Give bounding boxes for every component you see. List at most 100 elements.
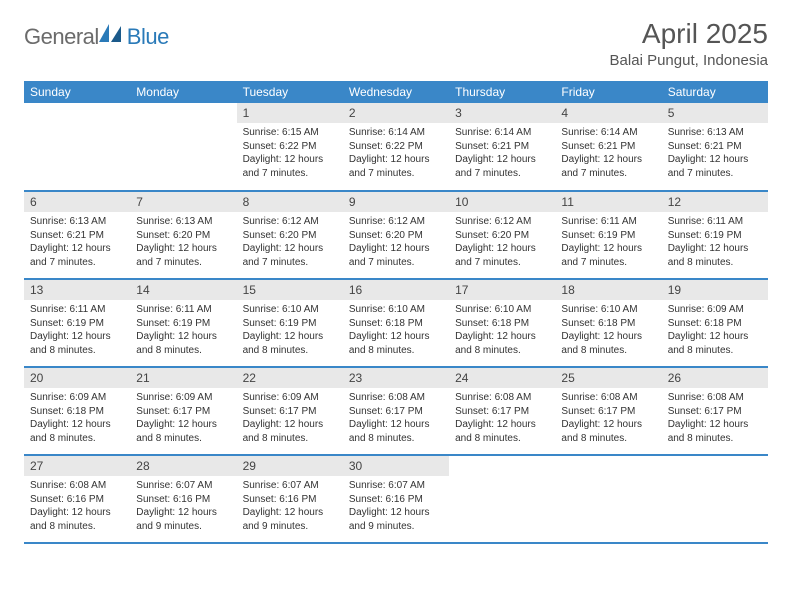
day-number: 17 [449,280,555,300]
day-number: 27 [24,456,130,476]
day-number: 7 [130,192,236,212]
brand-text-2-wrap: Blue [127,24,169,50]
day-details: Sunrise: 6:13 AMSunset: 6:21 PMDaylight:… [24,212,130,275]
day-number: 18 [555,280,661,300]
day-number: 26 [662,368,768,388]
calendar-day-cell: .. [555,455,661,543]
calendar-table: SundayMondayTuesdayWednesdayThursdayFrid… [24,81,768,544]
day-details: Sunrise: 6:14 AMSunset: 6:21 PMDaylight:… [449,123,555,186]
day-number: 9 [343,192,449,212]
calendar-day-cell: 10Sunrise: 6:12 AMSunset: 6:20 PMDayligh… [449,191,555,279]
calendar-day-cell: 28Sunrise: 6:07 AMSunset: 6:16 PMDayligh… [130,455,236,543]
day-number: 10 [449,192,555,212]
calendar-week-row: 20Sunrise: 6:09 AMSunset: 6:18 PMDayligh… [24,367,768,455]
weekday-header: Sunday [24,81,130,103]
calendar-day-cell: .. [449,455,555,543]
calendar-day-cell: 7Sunrise: 6:13 AMSunset: 6:20 PMDaylight… [130,191,236,279]
calendar-day-cell: 1Sunrise: 6:15 AMSunset: 6:22 PMDaylight… [237,103,343,191]
day-number: 24 [449,368,555,388]
calendar-week-row: 27Sunrise: 6:08 AMSunset: 6:16 PMDayligh… [24,455,768,543]
day-details: Sunrise: 6:10 AMSunset: 6:18 PMDaylight:… [449,300,555,363]
day-details: Sunrise: 6:07 AMSunset: 6:16 PMDaylight:… [130,476,236,539]
weekday-header-row: SundayMondayTuesdayWednesdayThursdayFrid… [24,81,768,103]
weekday-header: Wednesday [343,81,449,103]
day-details: Sunrise: 6:12 AMSunset: 6:20 PMDaylight:… [237,212,343,275]
day-details: Sunrise: 6:14 AMSunset: 6:21 PMDaylight:… [555,123,661,186]
day-details: Sunrise: 6:13 AMSunset: 6:20 PMDaylight:… [130,212,236,275]
day-details: Sunrise: 6:11 AMSunset: 6:19 PMDaylight:… [555,212,661,275]
day-details: Sunrise: 6:08 AMSunset: 6:17 PMDaylight:… [343,388,449,451]
brand-logo: General Blue [24,18,169,50]
location: Balai Pungut, Indonesia [610,52,768,69]
day-number: 15 [237,280,343,300]
calendar-body: ....1Sunrise: 6:15 AMSunset: 6:22 PMDayl… [24,103,768,543]
calendar-day-cell: 14Sunrise: 6:11 AMSunset: 6:19 PMDayligh… [130,279,236,367]
header: General Blue April 2025 Balai Pungut, In… [24,18,768,69]
calendar-day-cell: 12Sunrise: 6:11 AMSunset: 6:19 PMDayligh… [662,191,768,279]
day-details: Sunrise: 6:10 AMSunset: 6:18 PMDaylight:… [343,300,449,363]
day-details: Sunrise: 6:08 AMSunset: 6:16 PMDaylight:… [24,476,130,539]
weekday-header: Friday [555,81,661,103]
weekday-header: Saturday [662,81,768,103]
day-number: 2 [343,103,449,123]
day-number: 14 [130,280,236,300]
calendar-day-cell: 23Sunrise: 6:08 AMSunset: 6:17 PMDayligh… [343,367,449,455]
calendar-day-cell: 16Sunrise: 6:10 AMSunset: 6:18 PMDayligh… [343,279,449,367]
calendar-week-row: 13Sunrise: 6:11 AMSunset: 6:19 PMDayligh… [24,279,768,367]
day-number: 11 [555,192,661,212]
day-details: Sunrise: 6:08 AMSunset: 6:17 PMDaylight:… [662,388,768,451]
day-details: Sunrise: 6:07 AMSunset: 6:16 PMDaylight:… [343,476,449,539]
sail-icon [99,24,125,42]
day-details: Sunrise: 6:13 AMSunset: 6:21 PMDaylight:… [662,123,768,186]
day-number: 16 [343,280,449,300]
calendar-day-cell: 3Sunrise: 6:14 AMSunset: 6:21 PMDaylight… [449,103,555,191]
calendar-day-cell: .. [662,455,768,543]
day-details: Sunrise: 6:09 AMSunset: 6:17 PMDaylight:… [237,388,343,451]
day-details: Sunrise: 6:09 AMSunset: 6:18 PMDaylight:… [662,300,768,363]
day-details: Sunrise: 6:12 AMSunset: 6:20 PMDaylight:… [449,212,555,275]
calendar-day-cell: 20Sunrise: 6:09 AMSunset: 6:18 PMDayligh… [24,367,130,455]
day-number: 21 [130,368,236,388]
weekday-header: Thursday [449,81,555,103]
brand-text-2: Blue [127,24,169,49]
day-details: Sunrise: 6:12 AMSunset: 6:20 PMDaylight:… [343,212,449,275]
calendar-day-cell: 4Sunrise: 6:14 AMSunset: 6:21 PMDaylight… [555,103,661,191]
day-number: 3 [449,103,555,123]
day-number: 13 [24,280,130,300]
calendar-day-cell: 19Sunrise: 6:09 AMSunset: 6:18 PMDayligh… [662,279,768,367]
day-number: 8 [237,192,343,212]
calendar-day-cell: 11Sunrise: 6:11 AMSunset: 6:19 PMDayligh… [555,191,661,279]
day-details: Sunrise: 6:09 AMSunset: 6:18 PMDaylight:… [24,388,130,451]
calendar-day-cell: 22Sunrise: 6:09 AMSunset: 6:17 PMDayligh… [237,367,343,455]
day-number: 4 [555,103,661,123]
calendar-day-cell: 24Sunrise: 6:08 AMSunset: 6:17 PMDayligh… [449,367,555,455]
calendar-day-cell: .. [130,103,236,191]
calendar-week-row: 6Sunrise: 6:13 AMSunset: 6:21 PMDaylight… [24,191,768,279]
day-number: 29 [237,456,343,476]
calendar-day-cell: .. [24,103,130,191]
calendar-day-cell: 21Sunrise: 6:09 AMSunset: 6:17 PMDayligh… [130,367,236,455]
day-details: Sunrise: 6:14 AMSunset: 6:22 PMDaylight:… [343,123,449,186]
calendar-day-cell: 2Sunrise: 6:14 AMSunset: 6:22 PMDaylight… [343,103,449,191]
calendar-day-cell: 5Sunrise: 6:13 AMSunset: 6:21 PMDaylight… [662,103,768,191]
day-number: 20 [24,368,130,388]
day-number: 23 [343,368,449,388]
day-details: Sunrise: 6:08 AMSunset: 6:17 PMDaylight:… [449,388,555,451]
day-number: 19 [662,280,768,300]
day-number: 22 [237,368,343,388]
weekday-header: Monday [130,81,236,103]
calendar-day-cell: 30Sunrise: 6:07 AMSunset: 6:16 PMDayligh… [343,455,449,543]
day-details: Sunrise: 6:11 AMSunset: 6:19 PMDaylight:… [24,300,130,363]
calendar-day-cell: 25Sunrise: 6:08 AMSunset: 6:17 PMDayligh… [555,367,661,455]
day-number: 25 [555,368,661,388]
title-block: April 2025 Balai Pungut, Indonesia [610,18,768,69]
calendar-day-cell: 29Sunrise: 6:07 AMSunset: 6:16 PMDayligh… [237,455,343,543]
weekday-header: Tuesday [237,81,343,103]
calendar-day-cell: 27Sunrise: 6:08 AMSunset: 6:16 PMDayligh… [24,455,130,543]
day-number: 1 [237,103,343,123]
day-number: 6 [24,192,130,212]
calendar-week-row: ....1Sunrise: 6:15 AMSunset: 6:22 PMDayl… [24,103,768,191]
day-details: Sunrise: 6:10 AMSunset: 6:18 PMDaylight:… [555,300,661,363]
day-number: 28 [130,456,236,476]
day-details: Sunrise: 6:08 AMSunset: 6:17 PMDaylight:… [555,388,661,451]
